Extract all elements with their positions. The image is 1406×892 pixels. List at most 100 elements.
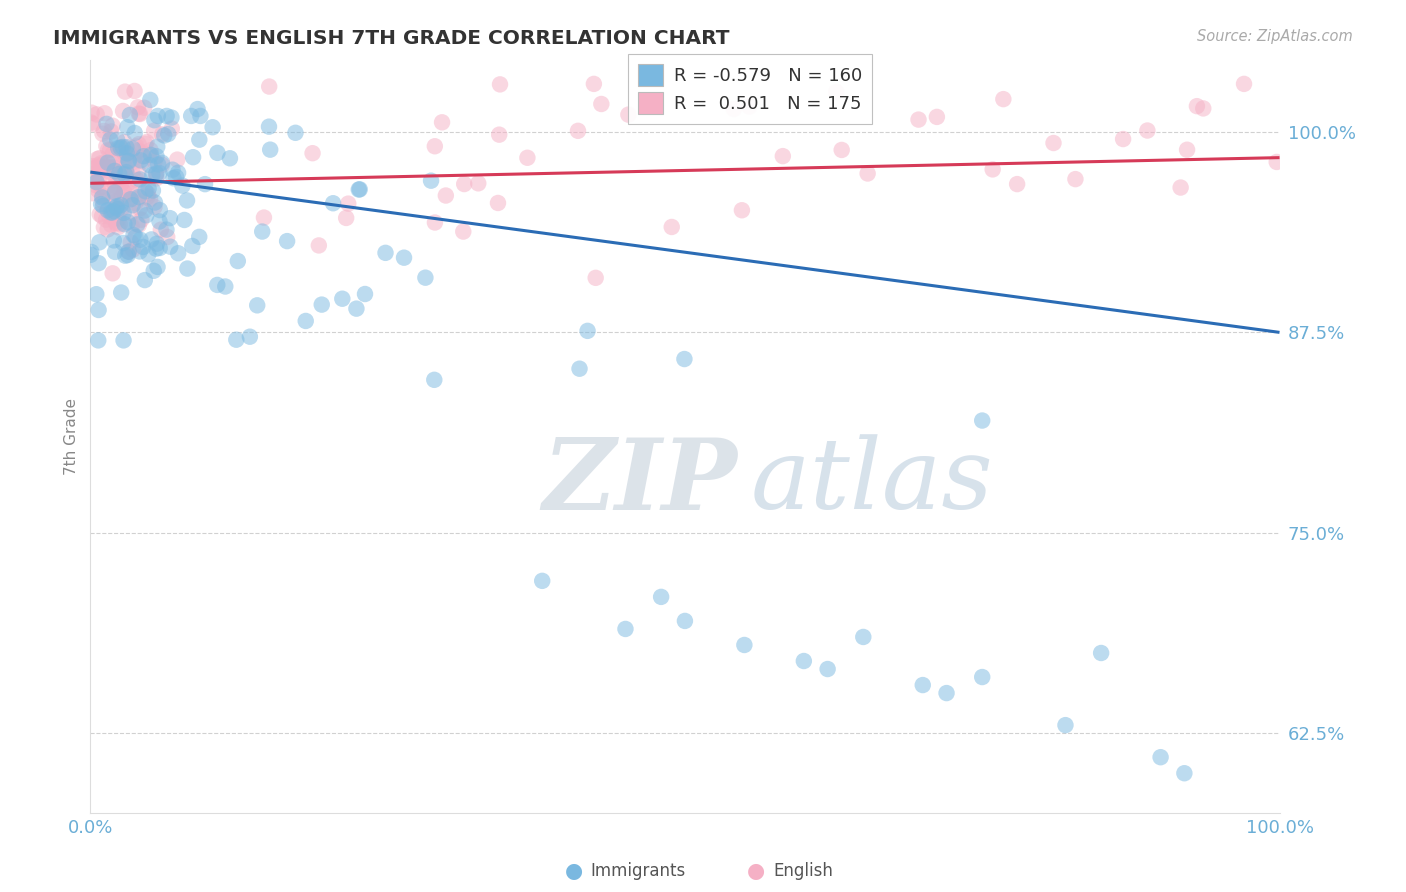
Point: [337, 196, 360, 211]
Point: [1233, 77, 1256, 91]
Point: [148, 214, 170, 228]
Point: [124, 195, 146, 210]
Point: [110, 142, 132, 156]
Text: Immigrants: Immigrants: [591, 863, 686, 880]
Point: [114, 249, 136, 263]
Legend: R = -0.579   N = 160, R =  0.501   N = 175: R = -0.579 N = 160, R = 0.501 N = 175: [628, 54, 873, 124]
Point: [104, 186, 127, 200]
Point: [121, 186, 143, 201]
Point: [118, 192, 141, 206]
Point: [112, 206, 135, 220]
Point: [129, 172, 152, 186]
Point: [301, 146, 323, 161]
Point: [107, 220, 129, 235]
Point: [124, 230, 146, 244]
Point: [100, 161, 122, 175]
Point: [308, 238, 330, 252]
Point: [159, 240, 181, 254]
Point: [219, 151, 242, 165]
Point: [148, 157, 170, 171]
Point: [731, 203, 754, 218]
Point: [733, 638, 755, 652]
Point: [97, 143, 120, 157]
Point: [105, 201, 128, 215]
Point: [172, 178, 194, 193]
Point: [138, 181, 160, 195]
Point: [146, 236, 169, 251]
Point: [110, 285, 132, 300]
Point: [101, 205, 124, 219]
Point: [124, 126, 146, 140]
Point: [738, 99, 761, 113]
Point: [138, 247, 160, 261]
Point: [856, 166, 879, 180]
Point: [80, 168, 103, 182]
Point: [89, 151, 111, 165]
Point: [354, 287, 377, 301]
Point: [346, 301, 368, 316]
Text: Source: ZipAtlas.com: Source: ZipAtlas.com: [1197, 29, 1353, 45]
Point: [107, 211, 129, 226]
Point: [108, 161, 131, 176]
Point: [188, 133, 211, 147]
Point: [124, 84, 146, 98]
Point: [194, 177, 217, 191]
Point: [115, 165, 138, 179]
Point: [105, 199, 128, 213]
Point: [101, 209, 124, 223]
Point: [793, 654, 815, 668]
Point: [98, 210, 121, 224]
Point: [135, 135, 157, 149]
Point: [103, 234, 125, 248]
Point: [108, 167, 131, 181]
Point: [568, 361, 591, 376]
Point: [90, 180, 112, 194]
Point: [129, 233, 152, 247]
Point: [127, 217, 149, 231]
Point: [576, 324, 599, 338]
Point: [97, 155, 120, 169]
Point: [145, 171, 167, 186]
Point: [180, 109, 202, 123]
Point: [415, 270, 437, 285]
Point: [155, 222, 177, 236]
Point: [146, 109, 169, 123]
Point: [105, 202, 128, 216]
Point: [122, 243, 145, 257]
Point: [139, 192, 162, 206]
Point: [136, 190, 159, 204]
Point: [138, 147, 160, 161]
Point: [1064, 172, 1087, 186]
Point: [91, 157, 114, 171]
Point: [117, 248, 139, 262]
Point: [80, 244, 103, 259]
Point: [90, 156, 112, 170]
Point: [591, 97, 613, 112]
Point: [259, 143, 281, 157]
Point: [330, 292, 353, 306]
Point: [120, 206, 142, 220]
Point: [1170, 180, 1192, 194]
Point: [83, 167, 105, 181]
Point: [1136, 123, 1159, 137]
Point: [87, 334, 110, 348]
Point: [94, 212, 117, 227]
Y-axis label: 7th Grade: 7th Grade: [65, 398, 79, 475]
Point: [145, 242, 167, 256]
Point: [122, 154, 145, 169]
Point: [972, 670, 994, 684]
Point: [96, 117, 118, 131]
Point: [225, 333, 247, 347]
Text: IMMIGRANTS VS ENGLISH 7TH GRADE CORRELATION CHART: IMMIGRANTS VS ENGLISH 7TH GRADE CORRELAT…: [53, 29, 730, 48]
Point: [420, 174, 443, 188]
Point: [111, 202, 134, 216]
Point: [246, 298, 269, 312]
Point: [129, 191, 152, 205]
Point: [128, 244, 150, 259]
Point: [132, 149, 155, 163]
Point: [190, 109, 212, 123]
Point: [97, 203, 120, 218]
Point: [165, 169, 187, 184]
Point: [392, 251, 415, 265]
Point: [107, 202, 129, 216]
